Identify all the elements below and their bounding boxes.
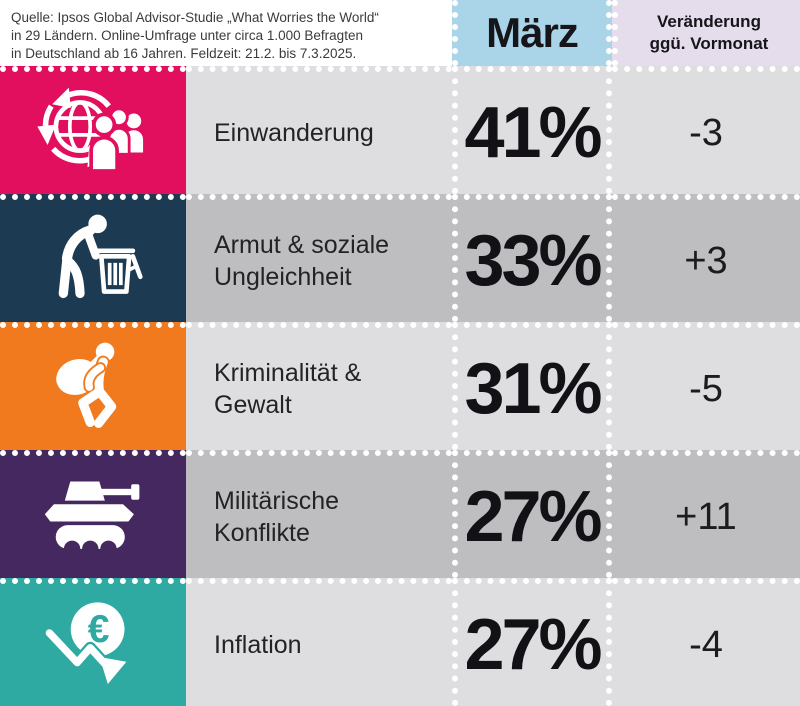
worry-label: Einwanderung	[214, 118, 374, 147]
worry-label-cell: Kriminalität & Gewalt	[186, 322, 452, 450]
worry-value-cell: 41%	[452, 66, 612, 194]
worry-value-cell: 27%	[452, 578, 612, 706]
worry-label-cell: Militärische Konflikte	[186, 450, 452, 578]
worry-value: 33%	[464, 221, 602, 301]
worry-value-cell: 33%	[452, 194, 612, 322]
worry-value: 41%	[464, 93, 602, 173]
month-header-label: März	[486, 9, 579, 56]
worry-change-cell: -3	[612, 66, 800, 194]
worry-change-cell: -4	[612, 578, 800, 706]
worry-icon-cell	[0, 66, 186, 194]
worry-label-cell: Einwanderung	[186, 66, 452, 194]
worry-change: -4	[689, 623, 723, 666]
worry-change-cell: +11	[612, 450, 800, 578]
worry-value: 31%	[464, 349, 602, 429]
source-note: Quelle: Ipsos Global Advisor-Studie „Wha…	[0, 0, 452, 66]
euro-decline-icon: €	[43, 602, 127, 684]
worry-change: +11	[675, 495, 737, 538]
globe-migration-icon	[37, 87, 144, 173]
burglar-icon	[56, 342, 117, 428]
change-header-label: Veränderung ggü. Vormonat	[649, 11, 769, 53]
worry-icon-cell: €	[0, 578, 186, 706]
tank-icon	[44, 481, 140, 557]
worry-change-cell: -5	[612, 322, 800, 450]
worry-label: Militärische Konflikte	[214, 486, 340, 548]
poverty-trash-icon	[58, 214, 143, 299]
worry-icon-cell	[0, 450, 186, 578]
change-header: Veränderung ggü. Vormonat	[612, 0, 800, 66]
worry-label: Inflation	[214, 630, 302, 659]
worry-icon-cell	[0, 194, 186, 322]
worry-label: Kriminalität & Gewalt	[214, 358, 362, 420]
worry-value: 27%	[464, 605, 602, 685]
worry-change: -3	[689, 111, 723, 154]
worry-icon-cell	[0, 322, 186, 450]
worry-label-cell: Inflation	[186, 578, 452, 706]
svg-text:€: €	[88, 608, 110, 651]
worry-value-cell: 27%	[452, 450, 612, 578]
worry-change: -5	[689, 367, 723, 410]
worry-label-cell: Armut & soziale Ungleichheit	[186, 194, 452, 322]
worry-value-cell: 31%	[452, 322, 612, 450]
worry-value: 27%	[464, 477, 602, 557]
month-header: März	[452, 0, 612, 66]
worry-label: Armut & soziale Ungleichheit	[214, 230, 390, 292]
worry-change-cell: +3	[612, 194, 800, 322]
worry-change: +3	[684, 239, 728, 282]
